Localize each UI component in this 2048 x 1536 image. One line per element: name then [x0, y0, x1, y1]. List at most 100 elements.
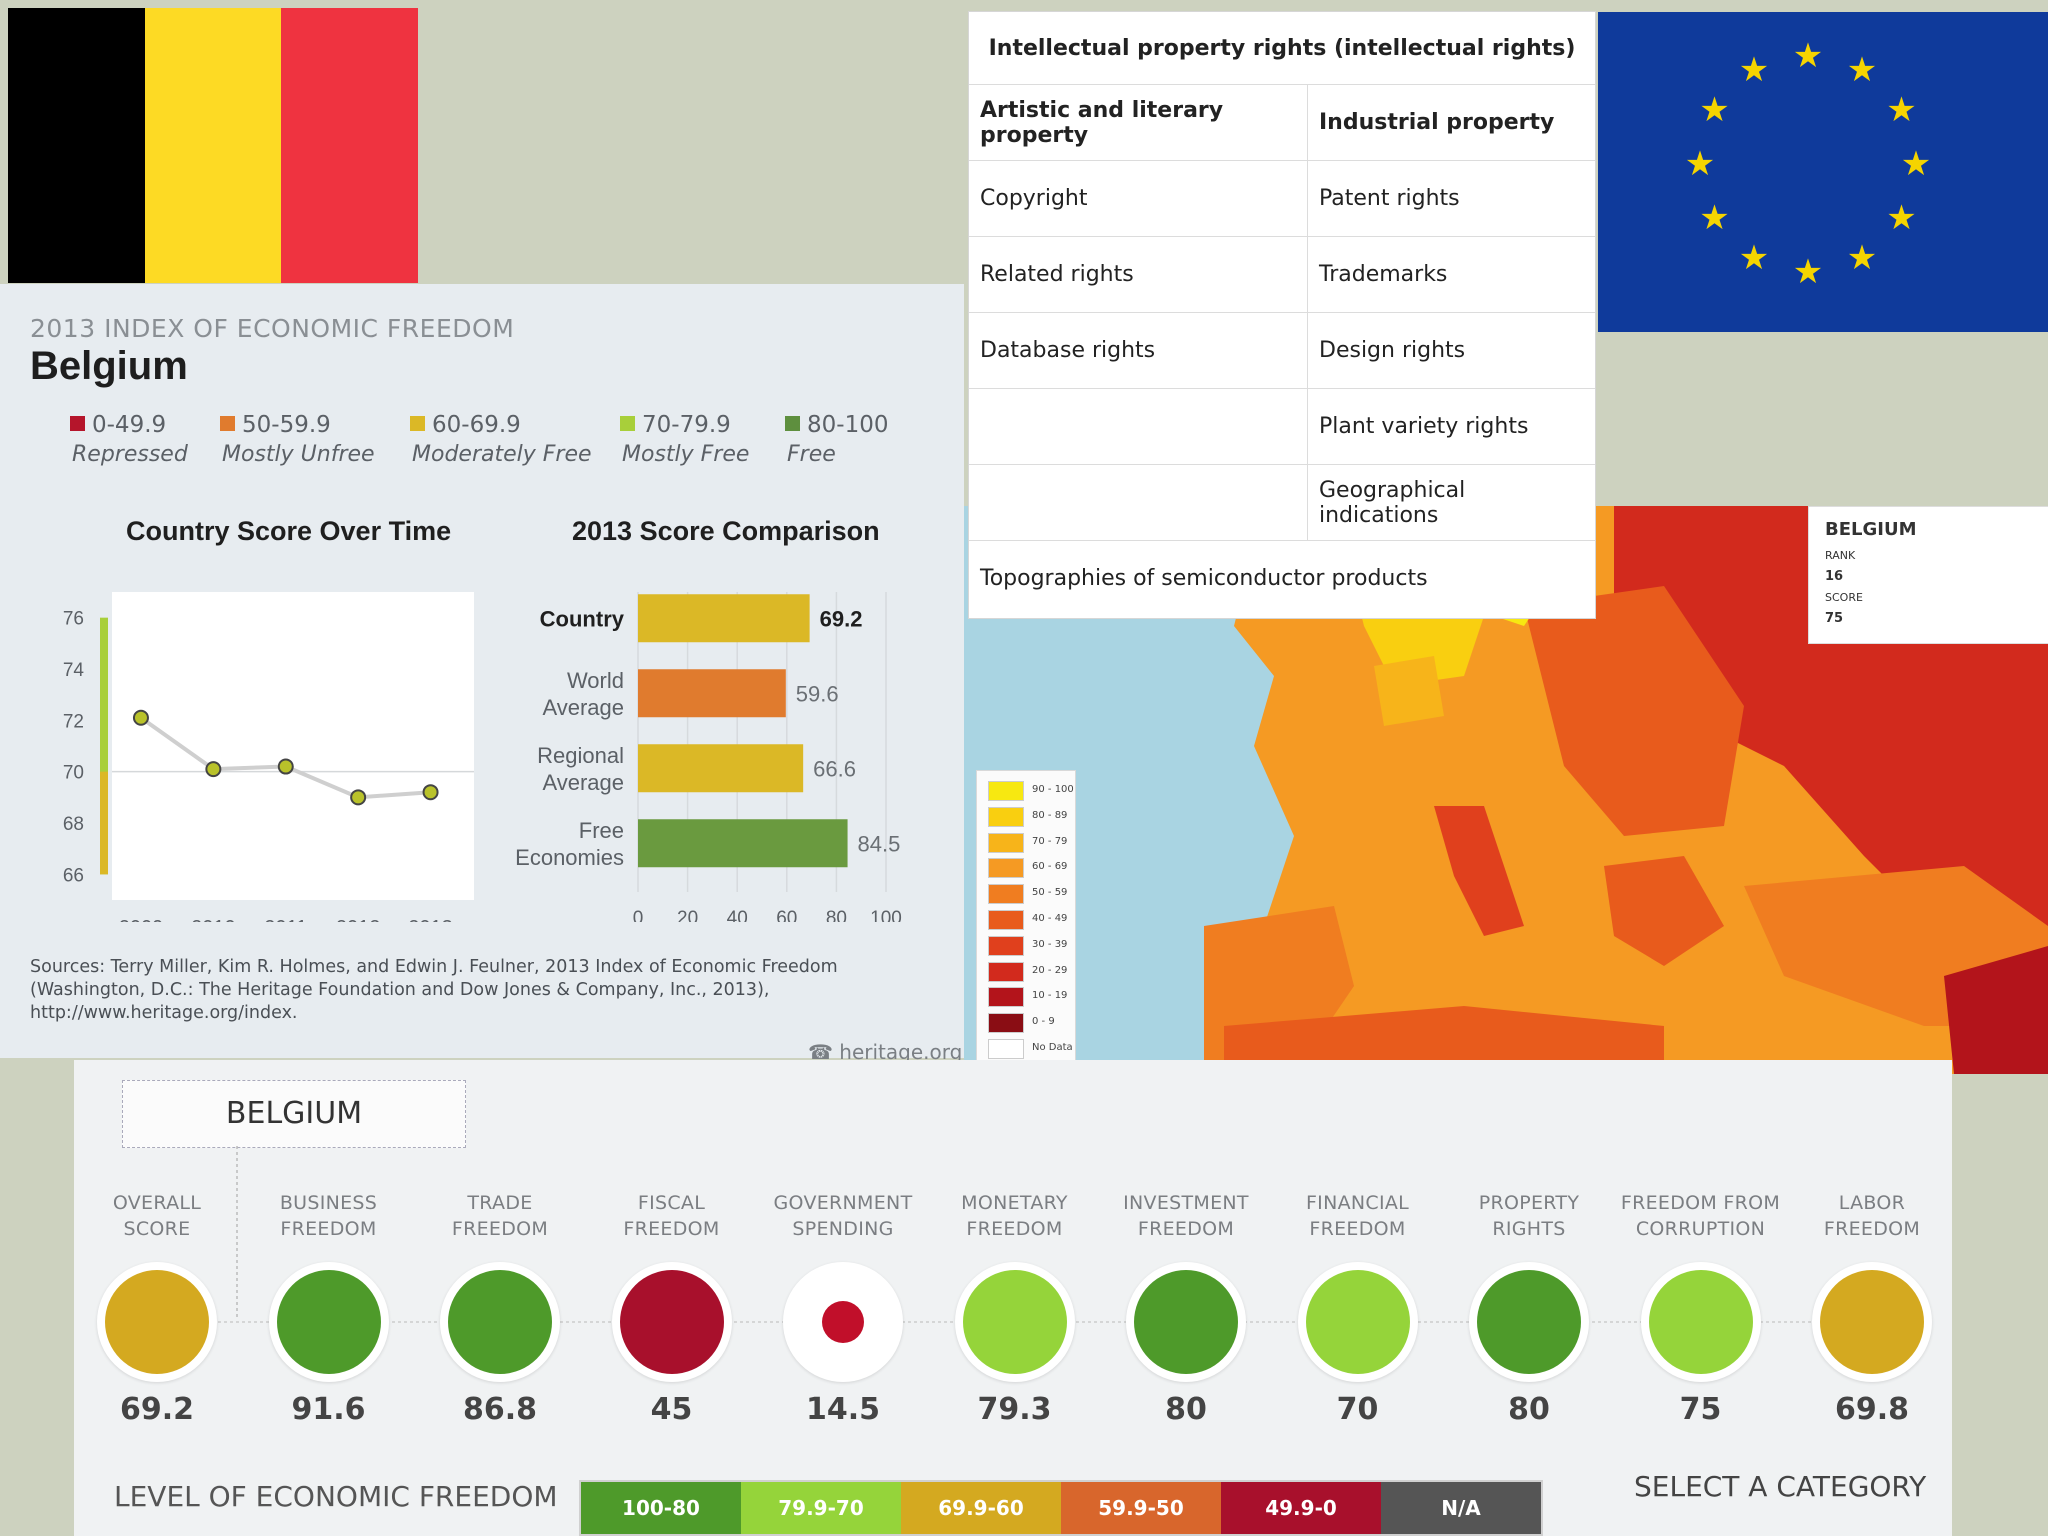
- category-label: TRADE FREEDOM: [415, 1190, 585, 1242]
- legend-item: 70-79.9 Mostly Free: [620, 412, 749, 467]
- popup-country: BELGIUM: [1825, 519, 1917, 540]
- balkans-region: [1604, 856, 1724, 966]
- table-title: Intellectual property rights (intellectu…: [988, 35, 1576, 61]
- category-score: 79.3: [977, 1392, 1052, 1427]
- legend-item: 80-100 Free: [785, 412, 888, 467]
- table-cell: Related rights: [969, 236, 1308, 313]
- data-point: [277, 758, 294, 775]
- y-tick-label: 70: [63, 763, 84, 784]
- legend-range: 60-69.9: [432, 412, 521, 438]
- category-circle-fill: [1648, 1270, 1753, 1374]
- category-label: FREEDOM FROM CORRUPTION: [1616, 1190, 1786, 1242]
- map-legend-label: No Data: [1032, 1042, 1073, 1053]
- category-circle: [1126, 1262, 1246, 1382]
- legend-label: Mostly Unfree: [222, 442, 375, 467]
- category-label-line2: FREEDOM: [1309, 1218, 1406, 1240]
- eu-star: ★: [1886, 198, 1917, 238]
- x-tick-label: 100: [870, 908, 902, 922]
- category-label: INVESTMENT FREEDOM: [1101, 1190, 1271, 1242]
- data-label: 66.6: [813, 756, 856, 781]
- y-tick-label: 72: [63, 711, 84, 732]
- legend-swatch: [620, 416, 635, 431]
- x-tick-label: 2012: [336, 917, 381, 922]
- map-legend-label: 90 - 100: [1032, 784, 1074, 795]
- level-segment: 100-80: [581, 1482, 741, 1534]
- economic-freedom-infographic: 2013 INDEX OF ECONOMIC FREEDOM Belgium 0…: [0, 284, 964, 1064]
- map-legend-label: 30 - 39: [1032, 938, 1068, 950]
- category-circle: [440, 1262, 560, 1382]
- flag-stripe-red: [281, 8, 419, 283]
- category-label-line2: FREEDOM: [1137, 1218, 1235, 1240]
- y-tick-label: 76: [63, 609, 84, 630]
- data-label: 84.5: [858, 831, 901, 856]
- category-label: Economies: [515, 845, 624, 870]
- category-circle-fill: [619, 1270, 724, 1374]
- bar: [638, 744, 804, 793]
- category-label: MONETARY FREEDOM: [930, 1190, 1100, 1242]
- category-label-line1: TRADE: [467, 1192, 533, 1214]
- category-label: World: [567, 668, 624, 693]
- x-tick-label: 2010: [191, 917, 236, 922]
- map-legend-label: 70 - 79: [1032, 835, 1068, 847]
- map-legend-swatch: [988, 935, 1024, 956]
- category-circle: [268, 1262, 389, 1382]
- category-label-line2: FREEDOM: [1823, 1218, 1921, 1240]
- map-legend-swatch: [988, 858, 1024, 879]
- ip-rights-table: Intellectual property rights (intellectu…: [968, 11, 1596, 619]
- category-label: Average: [542, 770, 624, 795]
- col-header-artistic: Artistic and literary property: [969, 84, 1308, 161]
- category-label: FINANCIAL FREEDOM: [1273, 1190, 1443, 1242]
- map-legend-row: 60 - 69: [988, 858, 1074, 879]
- x-tick-label: 80: [826, 908, 847, 922]
- belgium-flag: [8, 8, 419, 283]
- table-row: Geographical indications: [969, 464, 1595, 541]
- bar: [638, 594, 810, 643]
- category-circle-fill: [1820, 1270, 1924, 1374]
- map-legend-swatch: [988, 987, 1024, 1008]
- eu-flag: ★ ★ ★ ★ ★ ★ ★ ★ ★ ★ ★ ★: [1598, 12, 2048, 332]
- map-legend-row: 40 - 49: [988, 910, 1074, 930]
- y-tick-label: 66: [63, 865, 84, 886]
- bar-chart-title: 2013 Score Comparison: [572, 516, 880, 546]
- score-over-time-chart: 76 74 72 70 68 66 2009 2010 2011 2012 2013: [63, 592, 474, 922]
- category-label-line1: FISCAL: [637, 1192, 706, 1214]
- map-legend-swatch: [988, 832, 1024, 853]
- eu-star: ★: [1792, 36, 1824, 76]
- select-category-label[interactable]: SELECT A CATEGORY: [1634, 1470, 1927, 1503]
- map-legend-row: 80 - 89: [988, 806, 1074, 827]
- category-score: 45: [650, 1392, 693, 1427]
- category-label-line1: INVESTMENT: [1123, 1192, 1249, 1214]
- category-label-line2: FREEDOM: [623, 1218, 720, 1240]
- category-circle: [1297, 1262, 1418, 1382]
- map-legend-label: 10 - 19: [1032, 990, 1068, 1002]
- data-label: 69.2: [820, 606, 863, 631]
- x-tick-label: 60: [776, 908, 797, 922]
- map-legend-row: 0 - 9: [988, 1013, 1074, 1034]
- category-score: 80: [1508, 1392, 1550, 1427]
- eu-star: ★: [1684, 144, 1716, 184]
- level-segment: 59.9-50: [1061, 1482, 1221, 1534]
- legend-label: Mostly Free: [622, 442, 750, 467]
- level-label: LEVEL OF ECONOMIC FREEDOM: [114, 1480, 558, 1513]
- table-cell: Database rights: [969, 312, 1308, 389]
- map-legend: 90 - 100 80 - 89 70 - 79 60 - 69 50 - 59 40 -…: [976, 770, 1076, 1066]
- category-score: 69.8: [1834, 1392, 1910, 1427]
- selected-country-box[interactable]: BELGIUM: [122, 1080, 466, 1148]
- category-label-line1: GOVERNMENT: [773, 1192, 913, 1214]
- popup-rank: 16: [1825, 569, 1844, 584]
- legend-swatch: [785, 416, 800, 431]
- map-legend-swatch: [988, 961, 1024, 982]
- table-cell: [969, 464, 1308, 541]
- data-point: [205, 761, 222, 778]
- europe-corruption-map: 90 - 100 80 - 89 70 - 79 60 - 69 50 - 59 40 -…: [964, 506, 2048, 1074]
- category-label-line1: LABOR: [1838, 1192, 1906, 1214]
- category-label-line2: RIGHTS: [1492, 1218, 1566, 1240]
- level-segment: 79.9-70: [741, 1482, 901, 1534]
- eu-star: ★: [1738, 50, 1770, 91]
- col-header-industrial: Industrial property: [1307, 84, 1595, 161]
- category-circle: [1640, 1262, 1761, 1382]
- eu-star: ★: [1699, 90, 1730, 130]
- map-legend-row: 10 - 19: [988, 987, 1074, 1008]
- y-tick-label: 74: [63, 660, 85, 681]
